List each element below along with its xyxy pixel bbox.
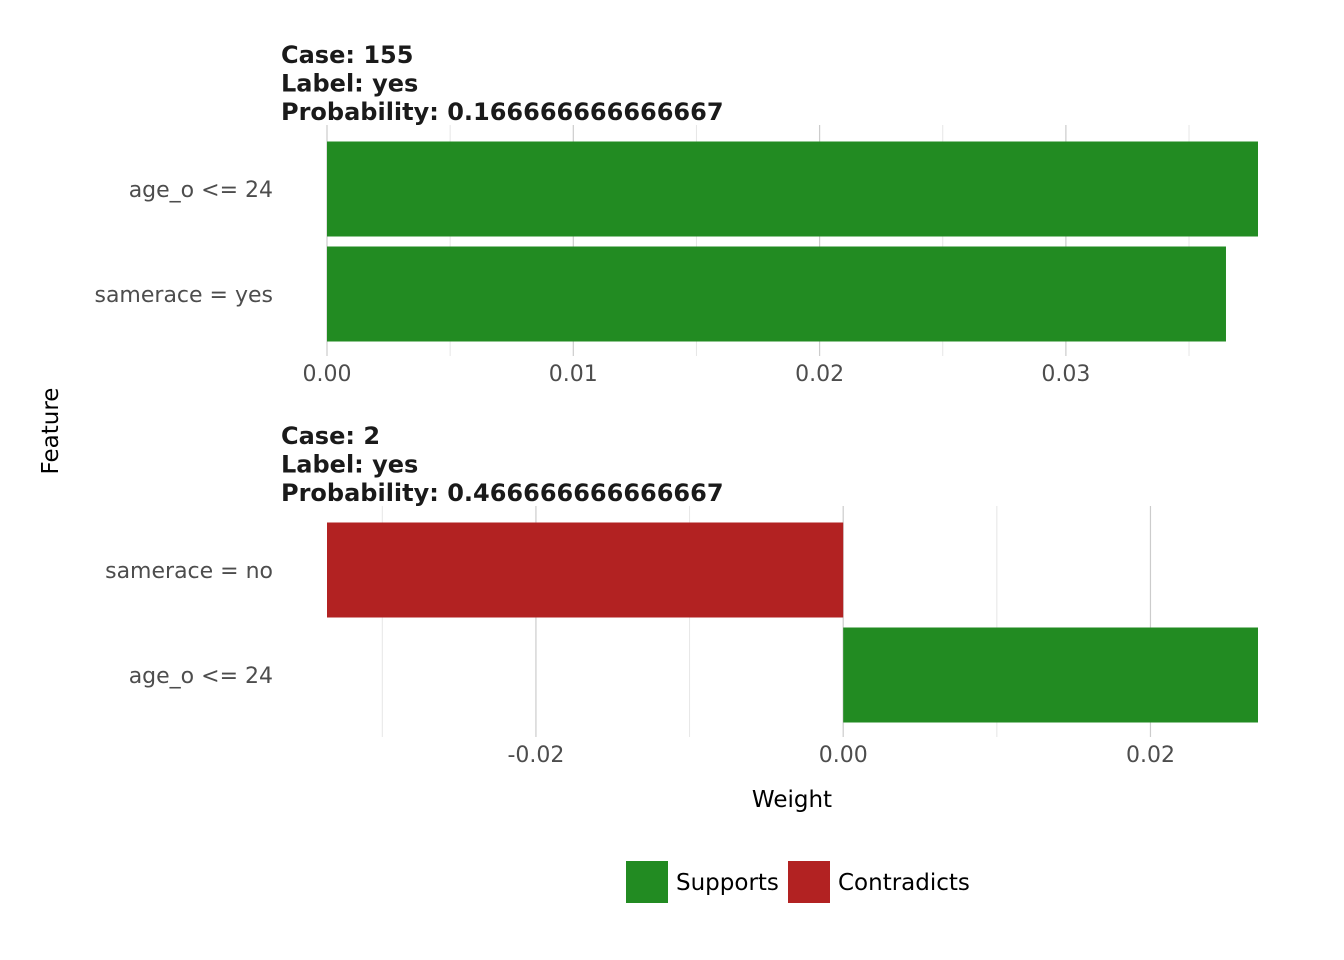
legend: Supports Contradicts — [626, 861, 970, 903]
x-tick-label: 0.02 — [1126, 743, 1175, 768]
x-axis-title: Weight — [752, 787, 832, 813]
x-tick-label: 0.03 — [1041, 362, 1090, 387]
panel-title-line: Probability: 0.166666666666667 — [281, 98, 724, 126]
panel-title-line: Case: 2 — [281, 422, 380, 450]
panel-title-line: Label: yes — [281, 451, 418, 479]
panel-title-line: Case: 155 — [281, 41, 413, 69]
legend-swatch-supports — [626, 861, 668, 903]
feature-label: samerace = no — [105, 559, 273, 584]
x-tick-label: -0.02 — [507, 743, 564, 768]
panel-title-line: Probability: 0.466666666666667 — [281, 479, 724, 507]
feature-label: samerace = yes — [94, 283, 273, 308]
bar — [327, 141, 1258, 237]
legend-label-supports: Supports — [676, 870, 779, 896]
x-tick-label: 0.01 — [549, 362, 598, 387]
legend-swatch-contradicts — [788, 861, 830, 903]
x-tick-label: 0.00 — [303, 362, 352, 387]
bar — [327, 246, 1226, 342]
x-tick-label: 0.02 — [795, 362, 844, 387]
feature-label: age_o <= 24 — [129, 178, 273, 203]
y-axis-title: Feature — [38, 388, 64, 475]
panel-title-line: Label: yes — [281, 70, 418, 98]
feature-label: age_o <= 24 — [129, 664, 273, 689]
bar — [327, 522, 844, 618]
legend-label-contradicts: Contradicts — [838, 870, 970, 896]
bar — [843, 627, 1258, 723]
x-tick-label: 0.00 — [819, 743, 868, 768]
